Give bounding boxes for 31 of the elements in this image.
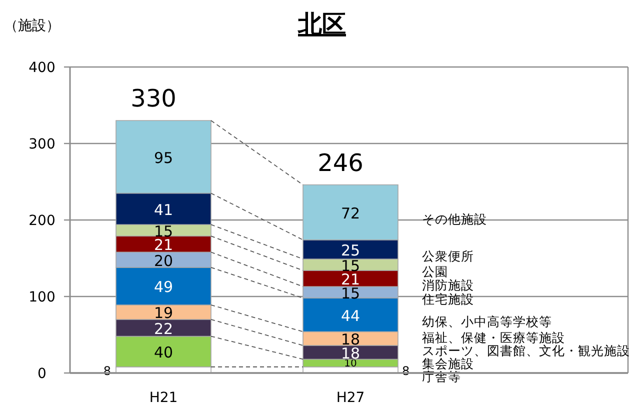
data-label: 25: [340, 241, 360, 260]
series-label: 福祉、保健・医療等施設: [422, 330, 565, 345]
data-label: 95: [154, 148, 174, 167]
x-tick-label: H27: [336, 390, 365, 405]
data-label: 49: [154, 278, 174, 296]
data-label: 21: [154, 236, 174, 254]
total-label: 246: [318, 148, 364, 177]
chart-title: 北区: [297, 10, 346, 38]
data-label: 44: [340, 306, 360, 325]
series-label: 公衆便所: [422, 248, 474, 264]
y-tick-label: 400: [28, 60, 56, 76]
series-label: 住宅施設: [421, 291, 474, 306]
y-tick-label: 200: [28, 213, 56, 229]
series-label: 消防施設: [422, 278, 474, 293]
series-label: 集会施設: [422, 356, 474, 371]
data-label: 41: [154, 200, 174, 219]
data-label: 22: [154, 320, 174, 338]
series-label: その他施設: [422, 211, 487, 226]
data-label: 20: [154, 252, 174, 270]
data-label: 19: [154, 304, 174, 322]
data-label: 72: [340, 204, 360, 222]
series-label: スポーツ、図書館、文化・観光施設: [422, 342, 630, 358]
y-tick-label: 100: [28, 290, 56, 306]
data-label: 40: [154, 344, 174, 362]
series-label: 幼保、小中高等学校等: [422, 314, 552, 329]
x-tick-label: H21: [149, 390, 178, 405]
y-tick-label: 300: [28, 136, 56, 152]
y-axis-title: （施設）: [4, 18, 60, 34]
total-label: 330: [130, 84, 176, 113]
y-tick-label: 0: [38, 366, 46, 382]
series-label: 公園: [422, 264, 448, 279]
